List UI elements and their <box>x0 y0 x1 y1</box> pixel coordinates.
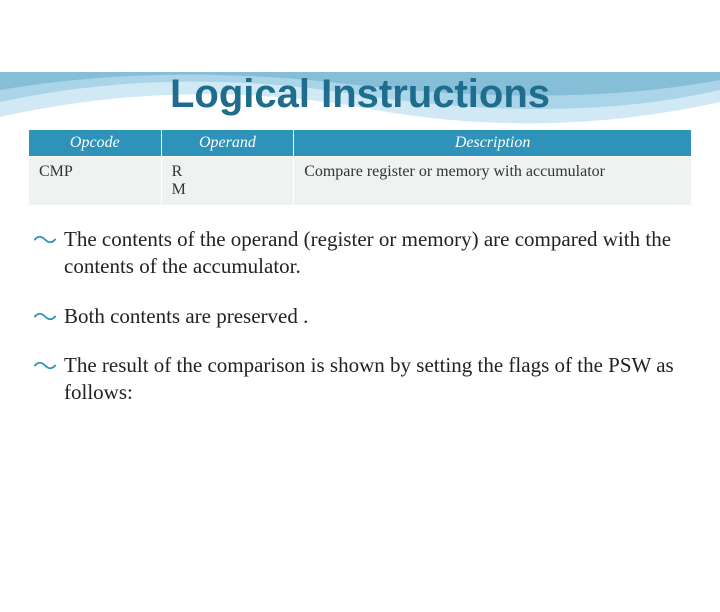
bullet-list: The contents of the operand (register or… <box>28 226 692 406</box>
header-opcode: Opcode <box>29 130 162 157</box>
cell-opcode: CMP <box>29 157 162 206</box>
bullet-item: The result of the comparison is shown by… <box>34 352 686 407</box>
instruction-table: Opcode Operand Description CMP R M Compa… <box>28 129 692 206</box>
slide-title: Logical Instructions <box>28 72 692 117</box>
table-header-row: Opcode Operand Description <box>29 130 692 157</box>
header-description: Description <box>294 130 692 157</box>
cell-description: Compare register or memory with accumula… <box>294 157 692 206</box>
bullet-item: The contents of the operand (register or… <box>34 226 686 281</box>
slide-container: Logical Instructions Opcode Operand Desc… <box>0 72 720 612</box>
table-row: CMP R M Compare register or memory with … <box>29 157 692 206</box>
bullet-item: Both contents are preserved . <box>34 303 686 330</box>
header-operand: Operand <box>161 130 294 157</box>
cell-operand: R M <box>161 157 294 206</box>
